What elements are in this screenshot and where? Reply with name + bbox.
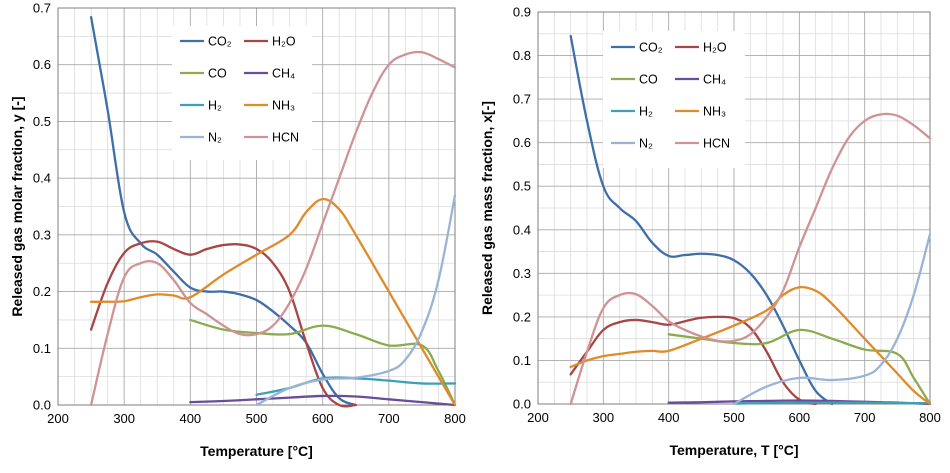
legend-label: CO₂ [208,35,232,49]
legend: CO₂ H₂O CO CH₄ H₂ NH₃ N₂ HCN [172,26,312,160]
x-tick-label: 400 [658,410,680,425]
y-tick-label: 0.1 [33,341,51,356]
y-tick-label: 0.9 [513,5,531,20]
y-tick-label: 0.0 [513,397,531,412]
y-tick-label: 0.2 [33,284,51,299]
y-tick-label: 0.1 [513,353,531,368]
legend-label: N₂ [639,137,653,151]
legend-label: H₂ [639,105,653,119]
y-tick-label: 0.3 [33,227,51,242]
y-tick-label: 0.2 [513,309,531,324]
series-line-3 [189,318,457,407]
series-line-8 [569,112,932,406]
y-tick-label: 0.5 [33,114,51,129]
series-line-1 [89,15,357,407]
y-tick-label: 0.7 [33,1,51,16]
legend-label: HCN [272,131,299,145]
x-tick-label: 800 [444,411,466,426]
legend: CO₂ H₂O CO CH₄ H₂ NH₃ N₂ HCN [603,31,745,168]
y-tick-label: 0.0 [33,398,51,413]
chart-1: 200 300 400 500 600 700 800 0.0 0.1 0.2 0.3 0.4 0.5 0… [9,1,466,460]
legend-label: H₂O [272,35,296,49]
legend-label: H₂O [703,41,727,55]
series-line-2 [89,240,357,408]
series-line-7 [732,232,932,406]
series-line-6 [569,285,932,406]
y-tick-label: 0.6 [513,135,531,150]
legend-label: CO [639,73,658,87]
series-line-8 [89,50,457,407]
x-tick-label: 600 [312,411,334,426]
y-tick-label: 0.3 [513,266,531,281]
x-tick-label: 200 [527,410,549,425]
legend-label: CH₄ [272,67,295,81]
x-tick-label: 300 [113,411,135,426]
y-axis-title: Released gas mass fraction, x[-] [479,101,495,315]
x-tick-label: 200 [47,411,69,426]
legend-box [603,31,745,168]
series-line-5 [732,401,932,405]
series-line-6 [89,197,457,407]
legend-label: H₂ [208,99,222,113]
x-tick-label: 400 [179,411,201,426]
legend-label: CH₄ [703,73,726,87]
series-line-2 [569,315,817,406]
y-tick-label: 0.7 [513,92,531,107]
x-tick-label: 700 [854,410,876,425]
x-tick-label: 500 [246,411,268,426]
x-axis-title: Temperature [°C] [200,443,313,459]
chart-2: 200 300 400 500 600 700 800 0.0 0.1 0.2 0.3 0.4 0.5 0… [479,5,941,459]
x-axis-title: Temperature, T [°C] [669,442,798,458]
x-tick-label: 300 [592,410,614,425]
y-tick-label: 0.6 [33,57,51,72]
series-lines [89,15,457,408]
legend-label: HCN [703,137,730,151]
x-tick-label: 700 [378,411,400,426]
legend-label: NH₃ [703,105,726,119]
x-tick-label: 500 [723,410,745,425]
y-tick-label: 0.8 [513,48,531,63]
y-tick-label: 0.4 [513,222,531,237]
series-line-7 [255,194,457,407]
x-tick-label: 600 [788,410,810,425]
legend-label: CO [208,67,227,81]
y-axis-title: Released gas molar fraction, y [-] [9,96,25,316]
y-tick-label: 0.5 [513,179,531,194]
series-line-4 [189,394,457,407]
x-tick-label: 800 [919,410,941,425]
legend-label: CO₂ [639,41,663,55]
legend-label: N₂ [208,131,222,145]
legend-label: NH₃ [272,99,295,113]
series-lines [569,34,932,406]
y-tick-label: 0.4 [33,171,51,186]
